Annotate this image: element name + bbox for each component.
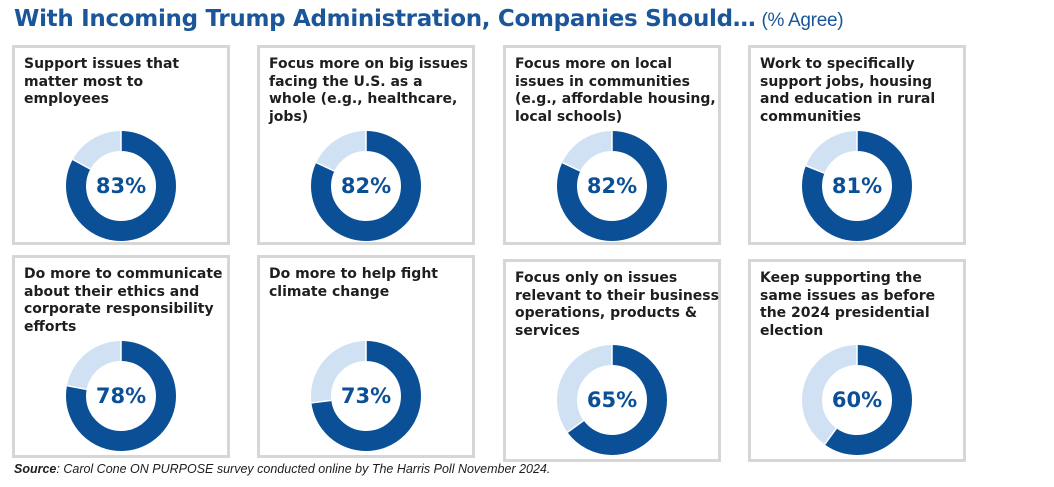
donut-separator [66, 384, 87, 391]
donut-value-label: 65% [587, 388, 637, 412]
donut-label: Focus more on big issues facing the U.S.… [269, 56, 469, 125]
donut-chart: 65% [557, 345, 667, 455]
donut-separator [805, 165, 825, 174]
donut-label: Do more to communicate about their ethic… [24, 266, 223, 335]
donut-card: Keep supporting the same issues as befor… [748, 259, 966, 462]
donut-label: Focus more on local issues in communitie… [515, 56, 716, 125]
donut-separator [72, 158, 91, 170]
donut-separator [311, 399, 332, 404]
chart-title: With Incoming Trump Administration, Comp… [14, 6, 844, 32]
donut-value-label: 83% [96, 174, 146, 198]
donut-chart: 60% [802, 345, 912, 455]
source-text: : Carol Cone ON PURPOSE survey conducted… [56, 462, 551, 476]
donut-card: Support issues that matter most to emplo… [12, 45, 230, 245]
donut-label: Work to specifically support jobs, housi… [760, 56, 936, 125]
donut-chart: 83% [66, 131, 176, 241]
chart-title-text: With Incoming Trump Administration, Comp… [14, 6, 756, 32]
donut-card: Work to specifically support jobs, housi… [748, 45, 966, 245]
donut-label: Keep supporting the same issues as befor… [760, 270, 936, 339]
donut-separator [824, 427, 838, 445]
source-label: Source [14, 462, 57, 476]
donut-card: Focus only on issues relevant to their b… [503, 259, 721, 462]
source-note: Source: Carol Cone ON PURPOSE survey con… [14, 462, 550, 476]
donut-card: Focus more on big issues facing the U.S.… [257, 45, 475, 245]
donut-card: Do more to communicate about their ethic… [12, 255, 230, 458]
donut-chart: 73% [311, 341, 421, 451]
donut-value-label: 73% [341, 384, 391, 408]
donut-value-label: 78% [96, 384, 146, 408]
donut-chart: 81% [802, 131, 912, 241]
chart-title-suffix: (% Agree) [761, 10, 844, 31]
donut-chart: 82% [557, 131, 667, 241]
donut-card: Do more to help fight climate change 73% [257, 255, 475, 458]
donut-value-label: 60% [832, 388, 882, 412]
donut-separator [561, 161, 581, 172]
donut-chart: 78% [66, 341, 176, 451]
donut-value-label: 82% [341, 174, 391, 198]
donut-value-label: 82% [587, 174, 637, 198]
donut-label: Support issues that matter most to emplo… [24, 56, 180, 107]
donut-label: Do more to help fight climate change [269, 266, 438, 300]
donut-value-label: 81% [832, 174, 882, 198]
donut-separator [315, 161, 335, 172]
donut-label: Focus only on issues relevant to their b… [515, 270, 719, 339]
donut-chart: 82% [311, 131, 421, 241]
donut-separator [567, 419, 585, 433]
donut-card: Focus more on local issues in communitie… [503, 45, 721, 245]
